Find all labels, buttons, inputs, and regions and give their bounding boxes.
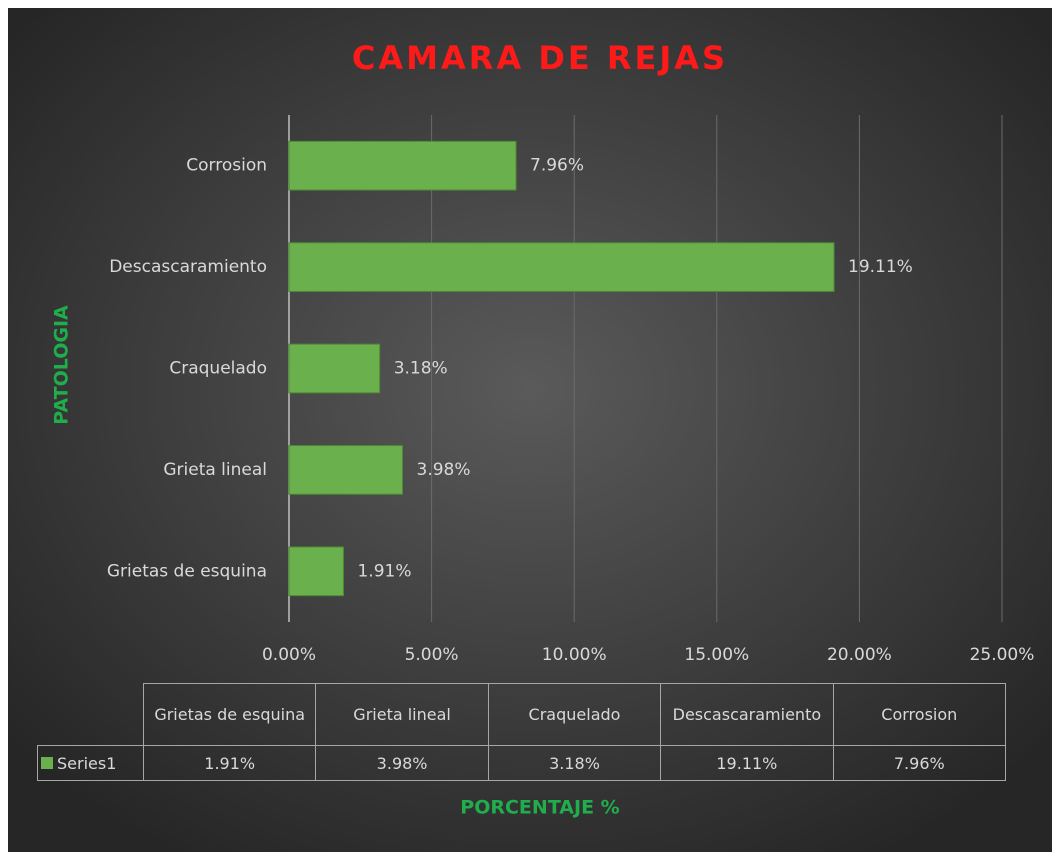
y-tick-label: Craquelado xyxy=(169,359,267,379)
chart-background xyxy=(8,8,1052,852)
table-value-cell: 7.96% xyxy=(832,745,1006,781)
data-label: 3.98% xyxy=(417,460,471,480)
x-tick-label: 15.00% xyxy=(684,645,749,665)
y-tick-label: Corrosion xyxy=(186,156,267,176)
table-value-cell: 1.91% xyxy=(143,745,317,781)
y-tick-label: Grietas de esquina xyxy=(107,561,267,581)
x-axis-title: PORCENTAJE % xyxy=(460,797,619,819)
table-value-cell: 3.98% xyxy=(315,745,489,781)
table-value-cell: 19.11% xyxy=(660,745,834,781)
bar xyxy=(288,242,835,292)
data-label: 1.91% xyxy=(357,561,411,581)
x-tick-label: 0.00% xyxy=(262,645,316,665)
x-tick-label: 20.00% xyxy=(827,645,892,665)
bar xyxy=(288,445,404,495)
table-header-cell: Grietas de esquina xyxy=(143,683,317,746)
chart-title: CAMARA DE REJAS xyxy=(352,39,728,77)
data-label: 19.11% xyxy=(848,257,913,277)
bar xyxy=(288,546,344,597)
table-legend-cell: Series1 xyxy=(37,745,144,781)
table-header-cell: Descascaramiento xyxy=(660,683,834,746)
y-axis-title: PATOLOGIA xyxy=(51,305,73,425)
legend-swatch xyxy=(41,757,53,769)
legend-label: Series1 xyxy=(57,753,117,773)
x-tick-label: 5.00% xyxy=(405,645,459,665)
table-header-cell: Corrosion xyxy=(832,683,1006,746)
bar xyxy=(288,140,517,191)
table-header-cell: Craquelado xyxy=(487,683,662,746)
data-label: 3.18% xyxy=(394,359,448,379)
data-label: 7.96% xyxy=(530,156,584,176)
table-header-cell: Grieta lineal xyxy=(315,683,489,746)
y-tick-label: Descascaramiento xyxy=(109,257,267,277)
bar xyxy=(288,343,381,394)
y-tick-label: Grieta lineal xyxy=(163,460,267,480)
x-tick-label: 10.00% xyxy=(542,645,607,665)
x-tick-label: 25.00% xyxy=(970,645,1035,665)
table-value-cell: 3.18% xyxy=(487,745,662,781)
